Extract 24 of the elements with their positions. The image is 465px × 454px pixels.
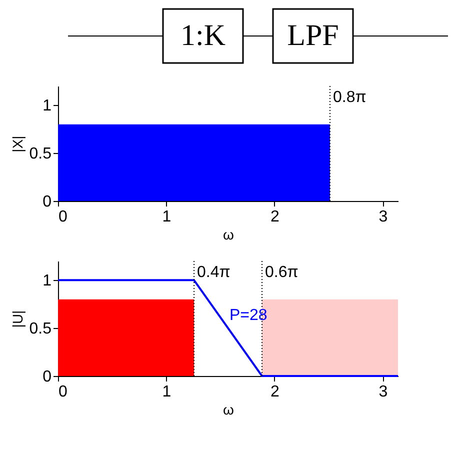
y-tick-label: 0 <box>42 368 52 386</box>
y-tick-label: 0.5 <box>29 320 52 338</box>
x-tick-label: 0 <box>58 208 68 226</box>
y-tick-label: 0 <box>42 194 52 210</box>
x-tick-label: 2 <box>270 384 280 400</box>
x-tick-label: 0 <box>58 384 68 400</box>
y-tick-label: 1 <box>42 98 52 115</box>
x-tick-label: 3 <box>378 384 388 400</box>
text: 1:K <box>180 19 226 52</box>
x-tick-label: 1 <box>162 208 172 226</box>
y-axis-title: |U| <box>9 310 26 328</box>
x-tick-label: 1 <box>162 384 172 400</box>
text: LPF <box>287 19 339 52</box>
ref-line-label: 0.8π <box>332 89 366 106</box>
ref-line-label: 0.4π <box>197 264 230 281</box>
annotation: P=28 <box>229 307 268 324</box>
x-tick-label: 3 <box>378 208 388 226</box>
y-tick-label: 1 <box>42 272 52 290</box>
y-tick-label: 0.5 <box>29 146 52 163</box>
x-axis-title: ω <box>223 402 234 418</box>
y-axis-title: |X| <box>9 136 26 152</box>
ref-line-label: 0.6π <box>265 264 298 281</box>
x-tick-label: 2 <box>270 208 280 226</box>
x-axis-title: ω <box>223 226 234 242</box>
